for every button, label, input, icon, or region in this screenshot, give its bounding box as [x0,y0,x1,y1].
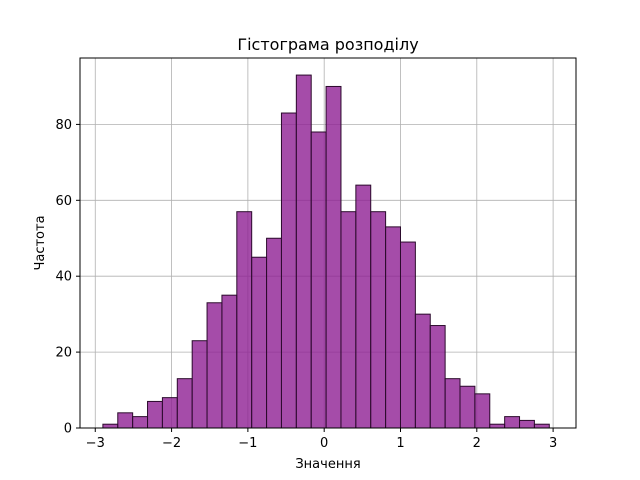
histogram-bar [519,419,535,429]
histogram-bar [504,416,521,429]
histogram-bar [176,378,193,429]
histogram-bar [236,211,253,429]
y-tick-label: 60 [55,194,72,209]
histogram-bar [147,400,163,429]
histogram-bar [280,112,297,429]
y-axis-label: Частота [33,215,48,270]
histogram-bar [533,423,550,429]
histogram-bar [459,385,476,429]
histogram-bar [206,302,223,429]
histogram-bar [310,131,327,429]
histogram-bar [221,294,238,429]
histogram-bar [385,226,401,429]
x-tick-label: 2 [473,436,481,451]
x-axis-label: Значення [295,457,360,472]
histogram-bar [295,74,312,429]
histogram-bar [325,85,342,429]
plot-frame [79,57,577,429]
y-axis-ticks: 0 20 40 60 80 [55,118,80,437]
x-tick-label: −3 [86,436,105,451]
histogram-bar [191,340,208,429]
y-tick-label: 0 [64,422,72,437]
histogram-bar [370,211,387,429]
histogram-bar [266,237,282,429]
y-tick-label: 20 [55,346,72,361]
x-tick-label: 3 [549,436,557,451]
y-tick-label: 40 [55,270,72,285]
x-tick-label: −1 [238,436,257,451]
histogram-bar [444,378,461,429]
histogram-bar [399,241,416,429]
x-tick-label: −2 [162,436,181,451]
x-axis-ticks: −3 −2 −1 0 1 2 3 [86,428,557,451]
histogram-bar [489,423,506,429]
histogram-bar [474,393,491,429]
histogram-bar [340,211,357,429]
histogram-bar [132,416,149,429]
histogram-bar [429,325,446,429]
histogram-bar [414,313,431,429]
x-tick-label: 1 [396,436,404,451]
histogram-bar [117,412,134,429]
histogram-bar [102,423,119,429]
x-tick-label: 0 [320,436,328,451]
histogram-bar [355,184,372,429]
histogram-bar [161,397,178,429]
histogram-bar [251,256,268,429]
y-tick-label: 80 [55,118,72,133]
chart-title: Гістограма розподілу [237,35,418,54]
